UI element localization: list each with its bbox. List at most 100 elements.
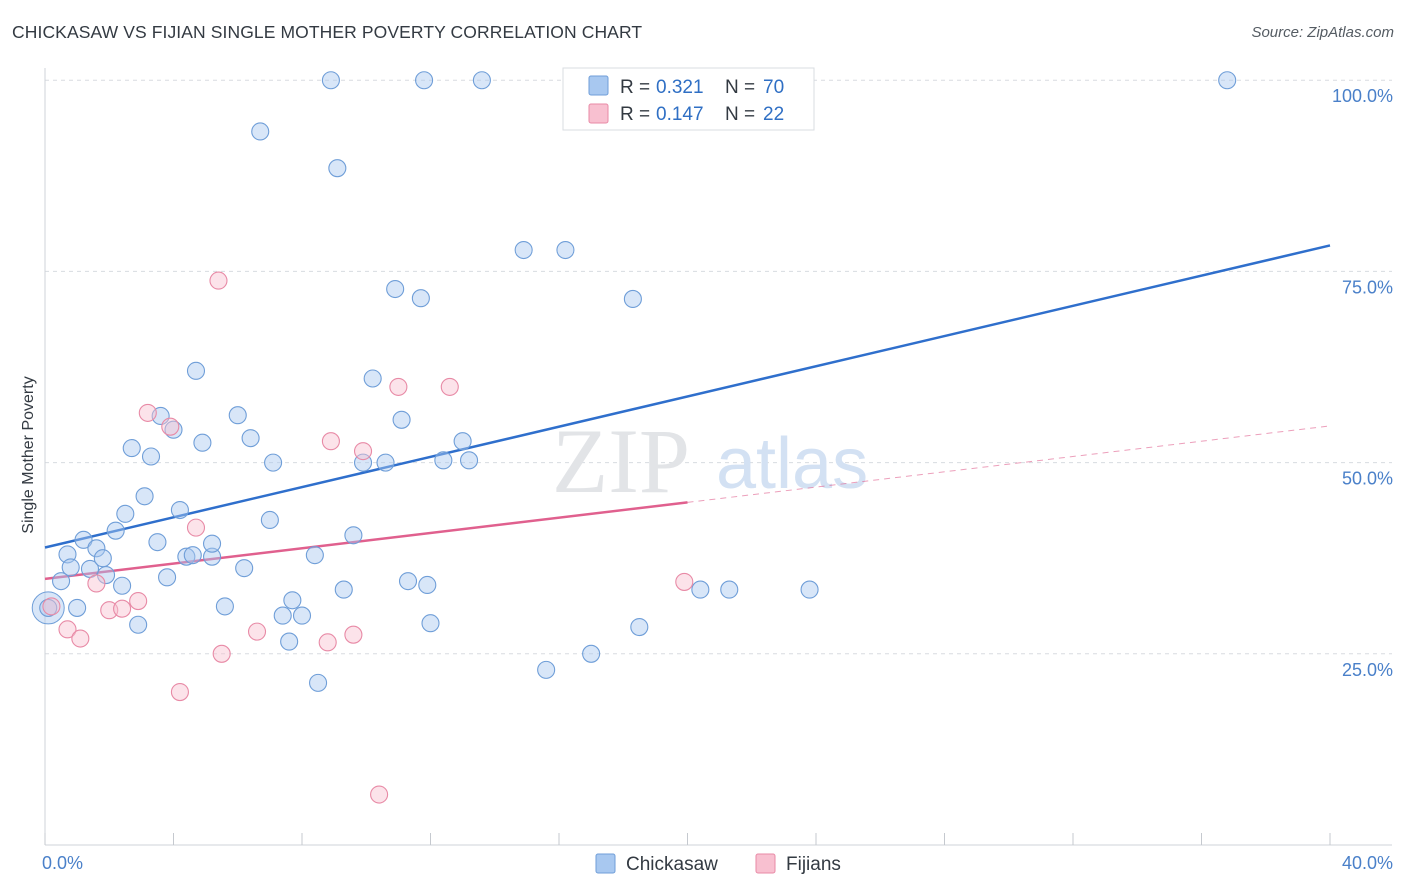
series-legend: Chickasaw Fijians	[595, 853, 841, 875]
chickasaw-point	[203, 547, 222, 566]
chickasaw-point	[514, 240, 533, 260]
fijians-point	[161, 417, 180, 436]
y-tick-label: 25.0%	[1342, 660, 1393, 680]
chickasaw-point	[186, 361, 206, 380]
chickasaw-point	[61, 558, 80, 577]
fijians-point	[675, 572, 694, 591]
stats-n-value-chickasaw: 70	[763, 77, 784, 98]
chickasaw-point	[434, 451, 453, 470]
chickasaw-point	[158, 568, 177, 587]
chickasaw-point	[228, 406, 247, 425]
chickasaw-point	[472, 71, 491, 90]
y-axis-title: Single Mother Poverty	[20, 376, 37, 533]
stats-legend-swatch-fijians	[588, 103, 609, 124]
chickasaw-point	[582, 644, 601, 663]
fijians-point	[209, 271, 228, 290]
chickasaw-point	[386, 279, 405, 299]
trend-line-fijians-extension	[687, 425, 1331, 503]
chickasaw-point	[415, 71, 434, 90]
chickasaw-point	[630, 617, 649, 637]
chickasaw-point	[328, 159, 347, 178]
chickasaw-point	[260, 510, 279, 530]
chickasaw-point	[193, 433, 212, 452]
stats-legend: R = 0.321 N = 70 R = 0.147 N = 22	[562, 67, 815, 131]
chickasaw-point	[411, 289, 430, 308]
watermark-atlas: atlas	[716, 424, 868, 504]
chickasaw-point	[235, 559, 254, 578]
fijians-point	[170, 682, 189, 702]
chickasaw-point	[177, 547, 196, 566]
chart-source: Source: ZipAtlas.com	[1251, 24, 1394, 41]
chickasaw-point	[392, 410, 411, 429]
trend-line-chickasaw	[44, 244, 1331, 549]
chickasaw-point	[459, 451, 479, 470]
chickasaw-point	[122, 439, 141, 458]
chickasaw-point	[363, 369, 382, 388]
chickasaw-point	[116, 504, 135, 523]
fijians-point	[71, 629, 90, 648]
fijians-point	[344, 625, 363, 644]
x-tick-labels: 0.0% 40.0%	[42, 853, 1393, 873]
watermark: ZIP atlas	[552, 410, 868, 512]
stats-legend-swatch-chickasaw	[588, 75, 609, 96]
chickasaw-point	[421, 614, 440, 633]
trend-lines	[44, 244, 1331, 581]
fijians-point	[370, 785, 389, 804]
fijians-point	[42, 597, 61, 616]
watermark-zip: ZIP	[552, 410, 690, 512]
grid	[45, 79, 1392, 655]
y-tick-labels: 25.0% 50.0% 75.0% 100.0%	[1332, 86, 1393, 680]
chickasaw-point	[170, 500, 189, 520]
chickasaw-point	[280, 632, 299, 651]
fijians-point	[318, 633, 337, 652]
chickasaw-point	[309, 673, 328, 692]
chickasaw-point	[203, 534, 222, 553]
chickasaw-point	[556, 240, 575, 260]
fijians-point	[212, 644, 231, 663]
chickasaw-point	[39, 598, 58, 617]
fijians-point	[186, 518, 206, 537]
chickasaw-point	[135, 487, 154, 506]
legend-swatch-chickasaw	[595, 853, 616, 874]
chickasaw-point	[273, 606, 292, 625]
chickasaw-point	[418, 575, 437, 595]
chickasaw-point	[74, 530, 93, 549]
chickasaw-point	[241, 429, 260, 448]
chickasaw-point	[68, 598, 87, 617]
chickasaw-point	[398, 572, 418, 591]
chickasaw-point	[183, 546, 202, 565]
fijians-point	[113, 599, 132, 618]
y-tick-label: 75.0%	[1342, 277, 1393, 297]
fijians-point	[129, 591, 148, 611]
stats-r-value-fijians: 0.147	[656, 104, 704, 125]
chickasaw-point	[52, 572, 71, 591]
chickasaw-point	[691, 580, 710, 599]
fijians-point	[87, 574, 106, 593]
chickasaw-point	[453, 432, 472, 451]
chickasaw-point	[344, 526, 363, 545]
stats-n-label-fijians: N =	[725, 104, 755, 125]
trend-line-fijians	[44, 501, 688, 581]
data-points	[31, 71, 1237, 804]
chickasaw-point	[87, 539, 106, 558]
chickasaw-point	[334, 580, 353, 599]
chickasaw-point	[800, 580, 819, 599]
chickasaw-point	[129, 615, 148, 634]
chickasaw-point	[283, 591, 302, 610]
chickasaw-point	[292, 606, 312, 625]
y-tick-label: 100.0%	[1332, 86, 1393, 106]
stats-n-value-fijians: 22	[763, 104, 784, 125]
stats-n-label-chickasaw: N =	[725, 77, 755, 98]
chickasaw-point	[113, 576, 132, 595]
legend-swatch-fijians	[755, 853, 776, 874]
chickasaw-point	[537, 660, 556, 679]
chickasaw-point	[215, 597, 234, 616]
chickasaw-point	[164, 420, 183, 439]
chickasaw-point	[141, 447, 161, 466]
legend-label-chickasaw: Chickasaw	[626, 854, 718, 875]
fijians-point	[440, 377, 459, 396]
fijians-point	[138, 403, 157, 422]
chart-title: CHICKASAW VS FIJIAN SINGLE MOTHER POVERT…	[12, 22, 643, 42]
fijians-point	[321, 432, 340, 451]
